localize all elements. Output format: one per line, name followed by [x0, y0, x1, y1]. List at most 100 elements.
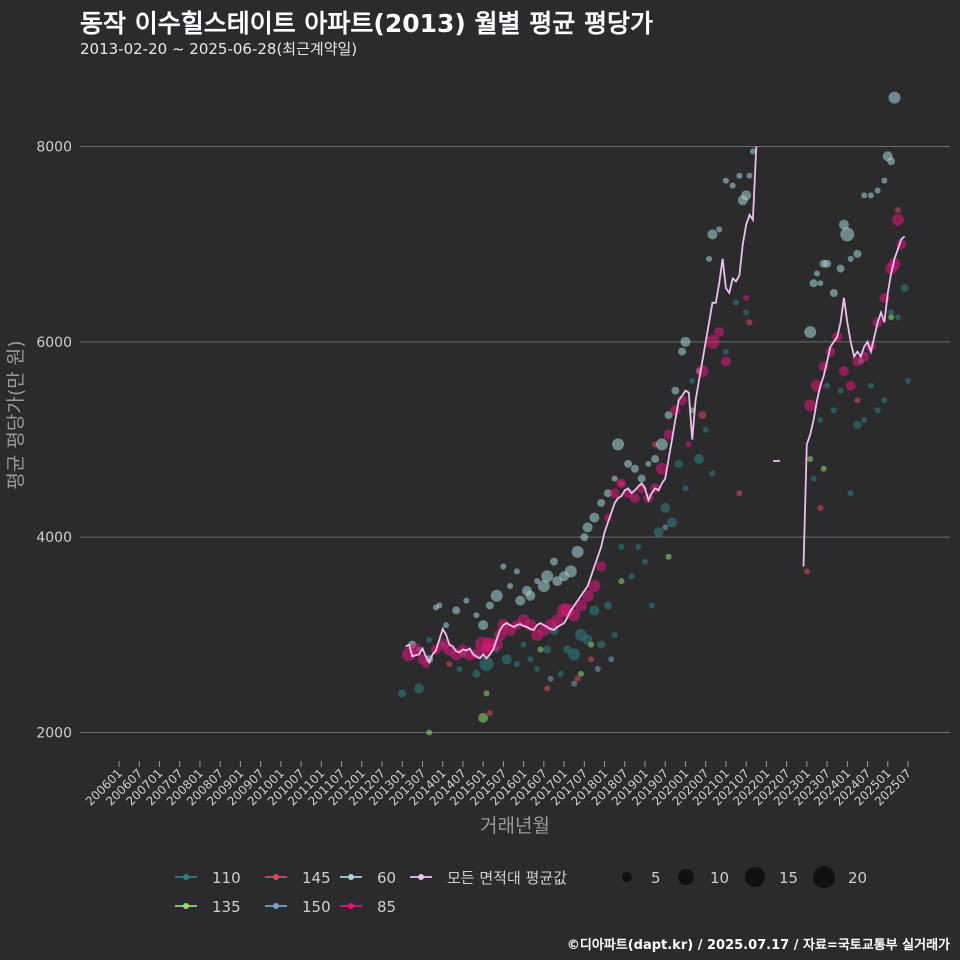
point-145: [803, 568, 810, 575]
point-60: [651, 455, 660, 464]
point-85: [574, 599, 587, 612]
chart-subtitle: 2013-02-20 ~ 2025-06-28(최근계약일): [80, 40, 358, 58]
point-60: [478, 620, 489, 631]
point-60: [671, 386, 680, 395]
point-60: [664, 411, 673, 420]
point-60: [746, 172, 753, 179]
point-135: [588, 641, 595, 648]
point-85: [804, 399, 817, 412]
point-135: [888, 314, 895, 321]
point-85: [588, 580, 601, 592]
point-110: [867, 382, 874, 389]
point-110: [847, 490, 854, 497]
average-line-segment: [405, 146, 758, 665]
point-60: [537, 580, 550, 592]
point-60: [838, 219, 849, 230]
point-110: [853, 420, 862, 429]
legend-key-dot: [348, 874, 354, 880]
point-110: [589, 605, 600, 616]
point-110: [733, 299, 740, 306]
legend-label-s145: 145: [302, 869, 331, 887]
point-145: [486, 709, 493, 716]
point-145: [698, 411, 707, 420]
point-85: [421, 660, 430, 669]
point-60: [571, 545, 584, 558]
point-135: [478, 712, 489, 723]
point-110: [660, 502, 671, 513]
point-110: [702, 426, 709, 433]
point-110: [635, 543, 642, 550]
point-145: [446, 661, 453, 668]
point-110: [894, 314, 901, 321]
point-110: [642, 558, 648, 565]
point-110: [414, 683, 425, 694]
point-110: [674, 459, 683, 468]
point-60: [729, 182, 736, 189]
point-60: [823, 259, 832, 268]
legend-key-dot: [183, 903, 189, 909]
point-135: [537, 646, 544, 653]
point-110: [456, 666, 463, 673]
point-60: [809, 279, 818, 288]
point-110: [648, 602, 655, 609]
legend-key-dot: [183, 874, 189, 880]
chart-title: 동작 이수힐스테이트 아파트(2013) 월별 평균 평당가: [80, 9, 653, 38]
point-60: [645, 460, 652, 467]
point-145: [894, 206, 901, 213]
point-60: [637, 474, 646, 483]
legend-size-label: 5: [651, 869, 661, 887]
point-110: [881, 397, 888, 404]
point-60: [707, 229, 718, 240]
point-110: [520, 641, 527, 648]
y-tick-label: 2000: [36, 726, 72, 742]
point-110: [618, 543, 625, 550]
legend-label-s150: 150: [302, 898, 331, 916]
point-60: [829, 289, 838, 297]
point-110: [722, 348, 729, 355]
point-85: [609, 488, 620, 499]
legend-label-s60: 60: [377, 869, 396, 887]
point-110: [597, 640, 606, 649]
point-60: [853, 249, 862, 258]
legend-size-label: 15: [779, 869, 798, 887]
point-60: [564, 565, 577, 578]
point-60: [887, 157, 896, 166]
point-110: [653, 527, 664, 538]
point-110: [837, 387, 844, 394]
point-110: [709, 470, 716, 477]
point-110: [824, 382, 831, 389]
point-60: [813, 270, 820, 277]
point-60: [534, 578, 541, 585]
point-135: [807, 456, 814, 463]
point-150: [608, 656, 615, 663]
point-135: [665, 553, 672, 560]
point-60: [861, 192, 868, 199]
point-60: [549, 557, 558, 566]
point-110: [888, 309, 895, 316]
point-60: [589, 512, 600, 523]
point-145: [817, 504, 824, 511]
point-110: [830, 407, 837, 414]
point-110: [743, 309, 750, 316]
legend-size-circle: [745, 867, 765, 887]
legend-size-label: 10: [710, 869, 729, 887]
point-85: [551, 614, 564, 627]
point-85: [655, 462, 668, 475]
point-60: [436, 602, 443, 609]
legend-size-label: 20: [848, 869, 867, 887]
point-110: [527, 656, 534, 663]
legend-key-dot: [418, 874, 424, 880]
point-110: [861, 416, 868, 423]
point-60: [515, 595, 526, 606]
point-150: [547, 675, 554, 682]
point-85: [663, 429, 674, 440]
point-60: [507, 583, 514, 589]
point-145: [736, 490, 743, 497]
point-110: [568, 648, 581, 661]
y-axis: 2000 4000 6000 8000: [36, 140, 72, 742]
point-60: [580, 533, 589, 542]
point-150: [662, 524, 669, 531]
legend-key-dot: [348, 903, 354, 909]
point-60: [541, 570, 554, 583]
point-110: [874, 407, 881, 414]
